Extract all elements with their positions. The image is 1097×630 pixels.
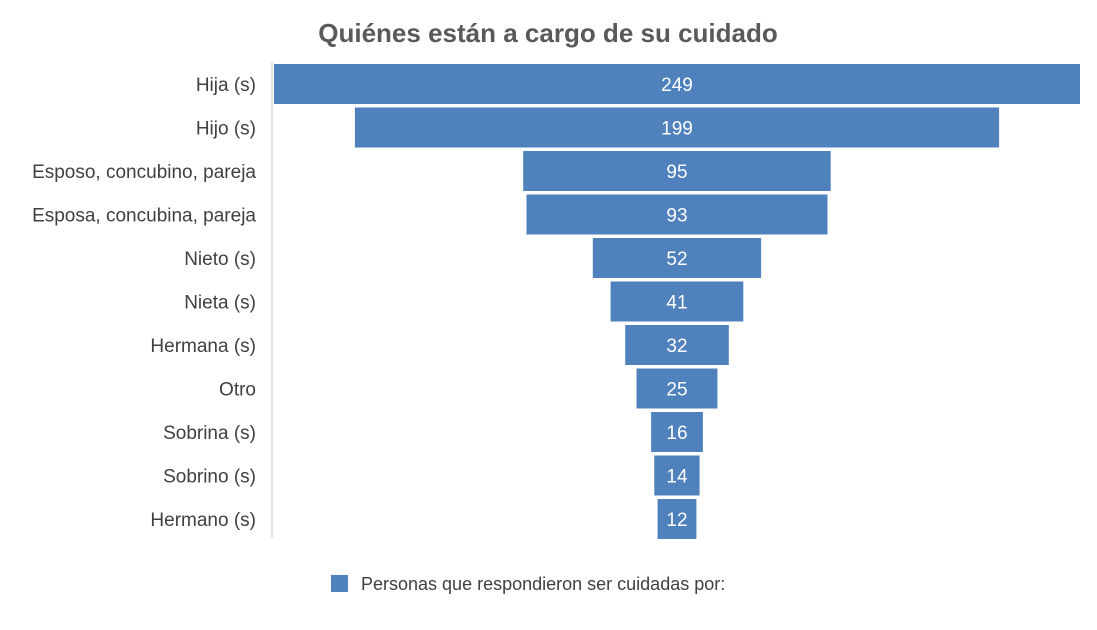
bar-value-label-1: 199 xyxy=(661,119,693,140)
bar-value-label-3: 93 xyxy=(666,206,687,227)
category-label-3: Esposa, concubina, pareja xyxy=(32,206,256,227)
category-label-10: Hermano (s) xyxy=(150,510,256,531)
bar-1 xyxy=(354,107,1000,148)
bar-value-label-6: 32 xyxy=(666,336,687,357)
bar-value-label-9: 14 xyxy=(666,467,688,488)
bar-8 xyxy=(651,412,703,452)
legend-label: Personas que respondieron ser cuidadas p… xyxy=(361,574,725,594)
bar-value-label-5: 41 xyxy=(666,293,687,314)
bar-2 xyxy=(523,151,831,191)
category-label-8: Sobrina (s) xyxy=(163,423,256,444)
bar-value-label-8: 16 xyxy=(666,423,687,444)
bar-4 xyxy=(592,238,762,278)
category-label-5: Nieta (s) xyxy=(184,293,256,314)
category-label-0: Hija (s) xyxy=(196,75,256,96)
category-label-9: Sobrino (s) xyxy=(163,467,256,488)
chart-title: Quiénes están a cargo de su cuidado xyxy=(318,18,777,48)
bar-value-label-4: 52 xyxy=(666,249,687,270)
bar-6 xyxy=(625,325,729,365)
bar-value-label-2: 95 xyxy=(666,162,687,183)
category-label-4: Nieto (s) xyxy=(184,249,256,270)
category-label-7: Otro xyxy=(219,380,256,401)
bars-group: 249 Hija (s) 199 Hijo (s) 95 Esposo, concubin… xyxy=(32,64,1080,539)
bar-3 xyxy=(526,194,828,235)
legend-swatch xyxy=(331,575,348,592)
bar-9 xyxy=(654,455,700,496)
category-label-6: Hermana (s) xyxy=(150,336,256,357)
bar-5 xyxy=(610,281,744,322)
bar-value-label-10: 12 xyxy=(666,510,687,531)
bar-10 xyxy=(657,499,697,539)
bar-7 xyxy=(636,368,718,409)
bar-0 xyxy=(274,64,1080,104)
bar-value-label-0: 249 xyxy=(661,75,693,96)
bar-value-label-7: 25 xyxy=(666,380,687,401)
legend: Personas que respondieron ser cuidadas p… xyxy=(331,574,725,594)
category-label-1: Hijo (s) xyxy=(196,119,256,140)
category-label-2: Esposo, concubino, pareja xyxy=(32,162,256,183)
